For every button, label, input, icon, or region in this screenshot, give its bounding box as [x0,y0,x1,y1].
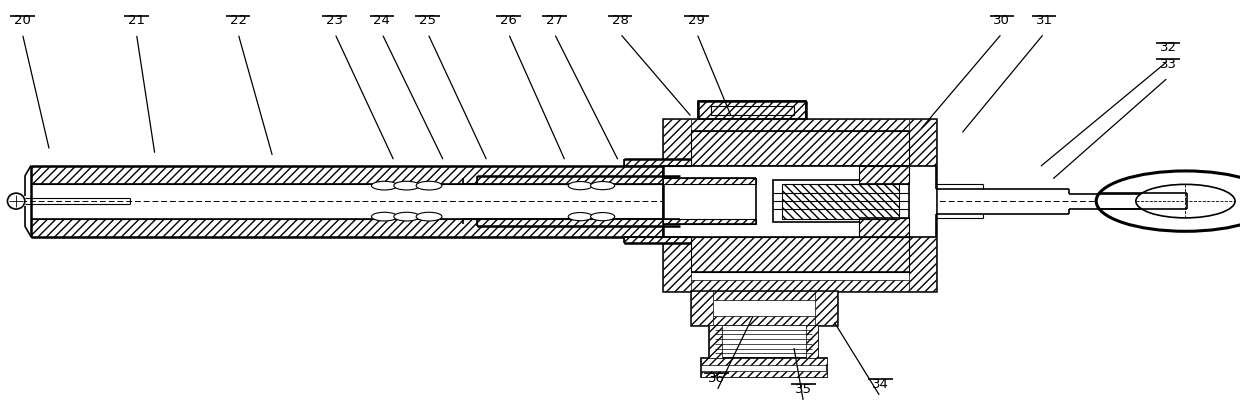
Ellipse shape [590,181,615,190]
Bar [663,280,936,291]
Bar [701,371,827,377]
Text: 36: 36 [708,372,725,385]
Bar [859,218,909,237]
Bar [663,119,936,131]
Bar [663,119,936,291]
Bar [691,291,837,325]
Text: 30: 30 [993,14,1011,27]
Bar [691,237,909,272]
Ellipse shape [7,193,25,209]
Ellipse shape [568,181,593,190]
Text: 21: 21 [128,14,145,27]
Text: 31: 31 [1035,14,1053,27]
Text: 29: 29 [688,14,706,27]
Bar [773,180,909,222]
Bar [663,166,936,237]
Text: 33: 33 [1159,58,1177,71]
Bar [31,219,680,237]
Bar [477,176,680,184]
Bar [691,291,713,325]
Ellipse shape [372,212,397,221]
Bar [806,325,818,358]
Text: 20: 20 [14,14,31,27]
Bar [709,325,818,358]
Text: 34: 34 [872,378,889,391]
Text: 24: 24 [373,14,391,27]
Bar [31,166,680,184]
Bar [663,178,756,184]
Bar [663,119,691,291]
Bar [859,166,909,184]
Text: 25: 25 [419,14,436,27]
Ellipse shape [372,181,397,190]
Bar [698,101,806,119]
Bar [691,291,837,300]
Text: 32: 32 [1159,41,1177,54]
Ellipse shape [568,212,593,221]
Text: 27: 27 [546,14,563,27]
Text: 35: 35 [795,383,812,396]
Bar [477,219,680,226]
Bar [663,219,756,224]
Bar [691,131,909,166]
Bar [782,184,899,219]
Bar [711,106,794,115]
Text: 22: 22 [229,14,247,27]
Circle shape [1136,184,1235,218]
Ellipse shape [417,212,441,221]
Text: 23: 23 [326,14,343,27]
Bar [815,291,837,325]
Bar [624,237,691,243]
Bar [691,316,837,325]
Text: 26: 26 [500,14,517,27]
Bar [709,325,722,358]
Text: 28: 28 [611,14,629,27]
Bar [701,358,827,377]
Ellipse shape [417,181,441,190]
Ellipse shape [394,181,419,190]
Circle shape [1096,171,1240,231]
Bar [624,159,691,166]
Bar [909,119,936,291]
Ellipse shape [394,212,419,221]
Bar [701,358,827,365]
Ellipse shape [590,212,615,221]
